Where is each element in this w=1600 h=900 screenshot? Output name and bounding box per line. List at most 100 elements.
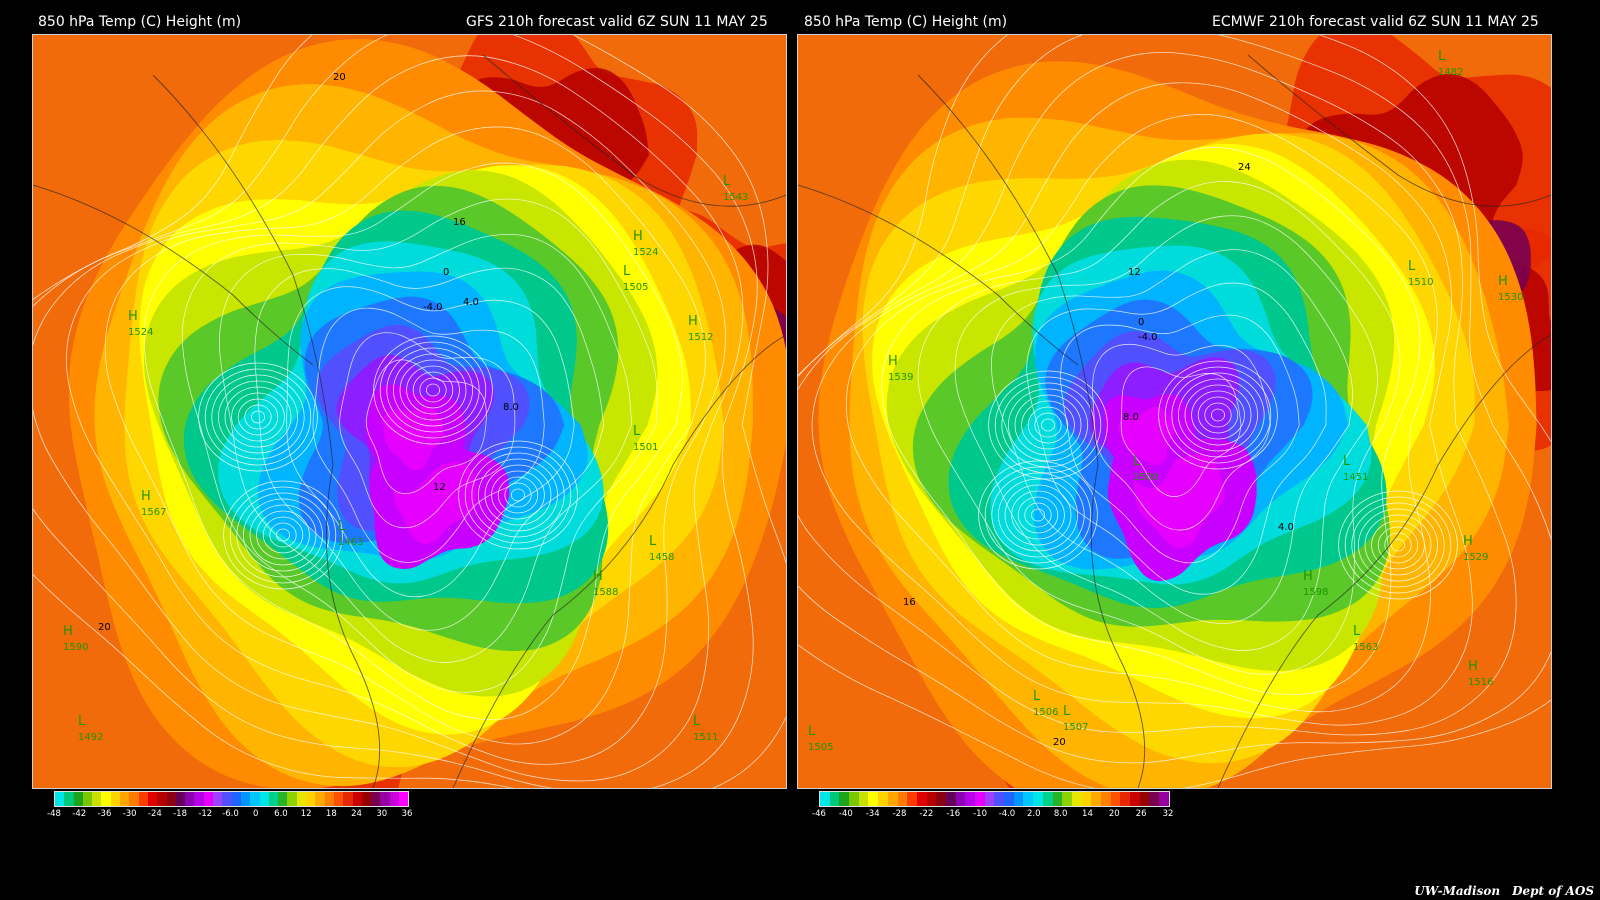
colorbar-tick-label: -10 — [973, 809, 988, 819]
contour-label: -4.0 — [1138, 332, 1158, 343]
colorbar-tick-label: 8.0 — [1053, 809, 1068, 819]
colorbar-swatch — [839, 792, 850, 806]
pressure-center-label: L — [1353, 624, 1361, 639]
colorbar-swatch — [259, 792, 269, 806]
colorbar-swatch — [333, 792, 344, 806]
colorbar-swatch — [1062, 792, 1072, 806]
colorbar-tick-label: -40 — [838, 809, 853, 819]
pressure-center-label: L — [1033, 689, 1041, 704]
colorbar-tick-label: 18 — [325, 809, 337, 819]
colorbar-swatch — [936, 792, 946, 806]
height-value-label: 1524 — [128, 327, 153, 338]
pressure-center-label: L — [808, 724, 816, 739]
colorbar-swatch — [1081, 792, 1092, 806]
height-value-label: 1529 — [1463, 552, 1488, 563]
colorbar-tick-label: 6.0 — [274, 809, 288, 819]
colorbar-tick-label: -36 — [97, 809, 112, 819]
pressure-center-label: L — [1438, 49, 1446, 64]
colorbar-swatch — [268, 792, 279, 806]
contour-label: 8.0 — [1123, 412, 1139, 423]
contour-label: 4.0 — [1278, 522, 1294, 533]
pressure-center-label: L — [649, 534, 657, 549]
colorbar-tick-label: 26 — [1135, 809, 1147, 819]
height-value-label: 1458 — [649, 552, 674, 563]
colorbar-swatch — [1091, 792, 1101, 806]
right-panel-field-title: 850 hPa Temp (C) Height (m) — [804, 14, 1008, 30]
colorbar-swatch — [1139, 792, 1150, 806]
colorbar-tick-label: -22 — [919, 809, 934, 819]
pressure-center-label: L — [633, 424, 641, 439]
colorbar-swatch — [175, 792, 186, 806]
colorbar-tick-label: 32 — [1162, 809, 1174, 819]
colorbar-tick-label: 30 — [376, 809, 388, 819]
contour-label: -4.0 — [423, 302, 443, 313]
height-value-label: 1516 — [1468, 677, 1493, 688]
pressure-center-label: L — [1408, 259, 1416, 274]
colorbar-swatch — [1159, 792, 1169, 806]
colorbar-swatch — [1120, 792, 1130, 806]
colorbar-tick-label: -12 — [198, 809, 213, 819]
colorbar-swatch — [916, 792, 927, 806]
contour-label: 20 — [98, 622, 111, 633]
height-value-label: 1510 — [1408, 277, 1433, 288]
colorbar-swatch — [380, 792, 390, 806]
colorbar-tick-label: 20 — [1108, 809, 1120, 819]
colorbar-tick-label: 24 — [351, 809, 362, 819]
pressure-center-label: H — [593, 569, 603, 584]
colorbar-swatch — [92, 792, 102, 806]
height-value-label: 1524 — [633, 247, 658, 258]
colorbar-tick-label: -24 — [147, 809, 162, 819]
colorbar-swatch — [231, 792, 241, 806]
colorbar-swatch — [213, 792, 223, 806]
colorbar-tick-label: -30 — [122, 809, 137, 819]
height-value-label: 1588 — [593, 587, 618, 598]
pressure-center-label: H — [633, 229, 643, 244]
colorbar-swatch — [945, 792, 956, 806]
colorbar-swatch — [361, 792, 372, 806]
colorbar-swatch — [926, 792, 937, 806]
pressure-center-label: H — [688, 314, 698, 329]
height-value-label: 1567 — [141, 507, 166, 518]
colorbar-swatch — [1042, 792, 1053, 806]
gfs-colorbar-ticks: -48 -42 -36 -30 -24 -18 -12 -6.0 0 6.0 12 18 24 30 36 — [47, 809, 412, 821]
pressure-center-label: H — [63, 624, 73, 639]
colorbar-swatch — [849, 792, 859, 806]
ecmwf-colorbar-ticks: -46 -40 -34 -28 -22 -16 -10 -4.0 2.0 8.0 14 20 26 32 — [812, 809, 1173, 821]
colorbar-tick-label: 0 — [252, 809, 259, 819]
gfs-colorbar — [54, 791, 409, 807]
ecmwf-colorbar — [819, 791, 1170, 807]
colorbar-swatch — [1100, 792, 1111, 806]
pressure-center-label: H — [128, 309, 138, 324]
colorbar-swatch — [343, 792, 353, 806]
left-panel-model-title: GFS 210h forecast valid 6Z SUN 11 MAY 25 — [466, 14, 768, 30]
colorbar-swatch — [82, 792, 93, 806]
height-value-label: 1482 — [1438, 67, 1463, 78]
colorbar-swatch — [371, 792, 381, 806]
height-value-label: 1507 — [1063, 722, 1088, 733]
colorbar-swatch — [324, 792, 334, 806]
colorbar-tick-label: 12 — [300, 809, 312, 819]
colorbar-swatch — [829, 792, 840, 806]
height-value-label: 1501 — [633, 442, 658, 453]
contour-label: 12 — [433, 482, 446, 493]
contour-label: 8.0 — [503, 402, 519, 413]
pressure-center-label: H — [1498, 274, 1508, 289]
colorbar-swatch — [820, 792, 830, 806]
colorbar-swatch — [315, 792, 325, 806]
colorbar-swatch — [296, 792, 307, 806]
pressure-center-label: H — [1463, 534, 1473, 549]
colorbar-swatch — [64, 792, 74, 806]
pressure-center-label: H — [141, 489, 151, 504]
colorbar-swatch — [194, 792, 204, 806]
colorbar-tick-label: -18 — [173, 809, 188, 819]
height-value-label: 1506 — [1033, 707, 1058, 718]
colorbar-tick-label: -42 — [72, 809, 87, 819]
colorbar-swatch — [955, 792, 966, 806]
colorbar-swatch — [55, 792, 65, 806]
height-value-label: 1512 — [688, 332, 713, 343]
right-panel-model-title: ECMWF 210h forecast valid 6Z SUN 11 MAY … — [1212, 14, 1539, 30]
credit-org: UW-Madison — [1414, 884, 1501, 898]
colorbar-swatch — [994, 792, 1005, 806]
colorbar-tick-label: -16 — [946, 809, 961, 819]
colorbar-swatch — [240, 792, 251, 806]
